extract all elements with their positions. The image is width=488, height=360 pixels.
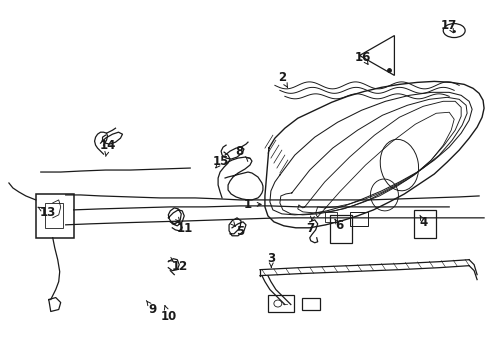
Bar — [267, 294, 293, 312]
Text: 8: 8 — [235, 145, 243, 158]
Bar — [413, 210, 435, 238]
Bar — [301, 298, 319, 310]
Text: 9: 9 — [148, 303, 157, 316]
Text: 17: 17 — [440, 19, 456, 32]
Text: 5: 5 — [236, 225, 244, 238]
Bar — [36, 194, 74, 238]
Text: 4: 4 — [419, 216, 427, 229]
Bar — [349, 212, 367, 226]
Bar — [324, 212, 336, 222]
Text: 1: 1 — [243, 198, 251, 211]
Text: 16: 16 — [354, 51, 370, 64]
Text: 11: 11 — [177, 222, 193, 235]
Text: 14: 14 — [100, 139, 116, 152]
Text: 15: 15 — [212, 155, 229, 168]
Text: 10: 10 — [160, 310, 176, 323]
Text: 13: 13 — [40, 206, 56, 219]
Text: 2: 2 — [277, 71, 285, 84]
Text: 12: 12 — [172, 260, 188, 273]
Bar — [329, 215, 351, 243]
Text: 3: 3 — [266, 252, 275, 265]
Text: 6: 6 — [335, 219, 343, 233]
Bar — [45, 203, 62, 228]
Text: 7: 7 — [306, 222, 314, 235]
